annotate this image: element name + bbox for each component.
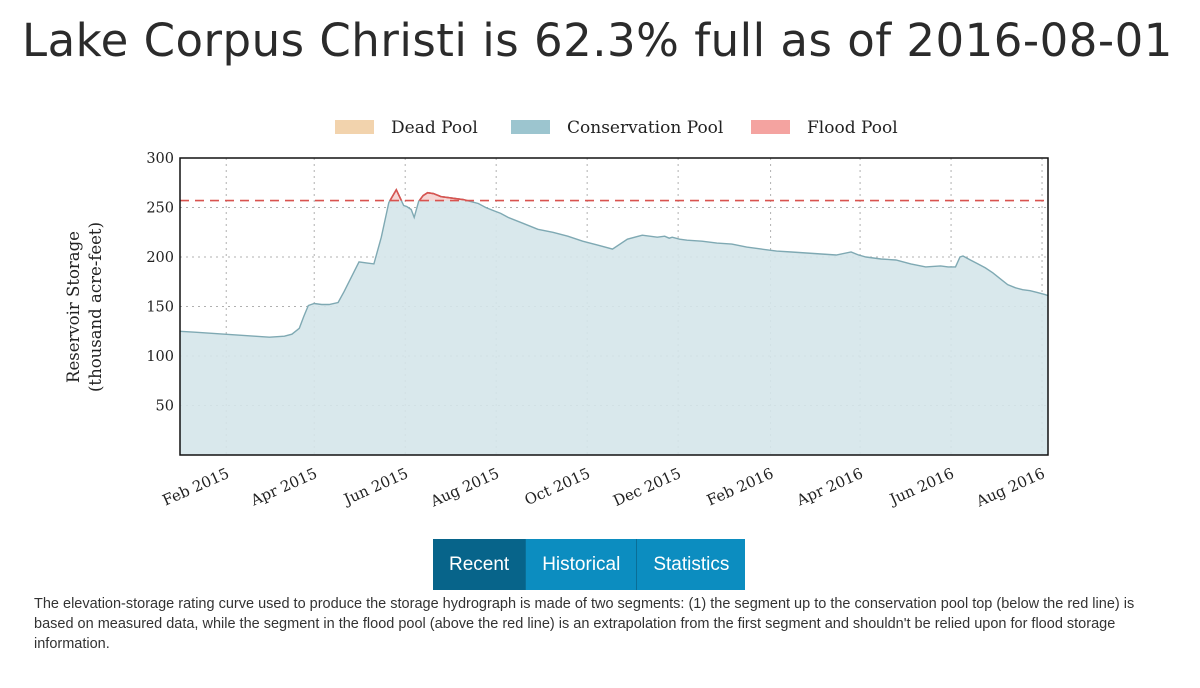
plot-area bbox=[179, 157, 1049, 456]
x-tick-label: Feb 2016 bbox=[704, 464, 776, 509]
y-axis-title: Reservoir Storage bbox=[64, 231, 83, 383]
legend-swatch-flood-pool bbox=[751, 120, 790, 134]
view-tabs: Recent Historical Statistics bbox=[433, 539, 746, 590]
tab-historical[interactable]: Historical bbox=[526, 539, 638, 590]
x-tick-label: Feb 2015 bbox=[160, 464, 232, 509]
legend-label-flood-pool: Flood Pool bbox=[807, 118, 898, 138]
x-tick-label: Jun 2016 bbox=[885, 464, 957, 509]
y-tick-label: 300 bbox=[146, 151, 174, 167]
y-tick-label: 150 bbox=[146, 300, 174, 316]
y-axis-ticks: 50 100 150 200 250 300 bbox=[146, 151, 174, 415]
y-tick-label: 200 bbox=[146, 250, 174, 266]
y-axis-subtitle: (thousand acre-feet) bbox=[86, 222, 105, 392]
conservation-pool-area bbox=[180, 189, 1048, 455]
y-tick-label: 250 bbox=[146, 201, 174, 217]
x-tick-label: Aug 2015 bbox=[427, 464, 502, 511]
rating-curve-note: The elevation-storage rating curve used … bbox=[34, 596, 1135, 652]
x-tick-label: Oct 2015 bbox=[522, 464, 593, 509]
x-tick-label: Jun 2015 bbox=[339, 464, 411, 509]
storage-chart: Dead Pool Conservation Pool Flood Pool Res… bbox=[0, 100, 1200, 530]
page-title: Lake Corpus Christi is 62.3% full as of … bbox=[22, 14, 1173, 67]
legend-label-dead-pool: Dead Pool bbox=[391, 118, 478, 138]
plot-frame bbox=[179, 157, 1049, 456]
x-tick-label: Dec 2015 bbox=[610, 464, 683, 510]
storage-line bbox=[180, 188, 1048, 338]
x-axis-ticks: Feb 2015 Apr 2015 Jun 2015 Aug 2015 Oct 2015… bbox=[160, 464, 1048, 511]
chart-legend: Dead Pool Conservation Pool Flood Pool bbox=[335, 118, 898, 138]
y-axis-label: Reservoir Storage (thousand acre-feet) bbox=[64, 222, 105, 392]
y-tick-label: 100 bbox=[146, 349, 174, 365]
x-tick-label: Apr 2015 bbox=[247, 464, 320, 510]
x-tick-label: Aug 2016 bbox=[973, 464, 1048, 511]
tab-recent[interactable]: Recent bbox=[433, 539, 527, 590]
chart-svg: Dead Pool Conservation Pool Flood Pool Res… bbox=[64, 118, 1049, 511]
y-tick-label: 50 bbox=[156, 399, 174, 415]
legend-swatch-dead-pool bbox=[335, 120, 374, 134]
tab-statistics[interactable]: Statistics bbox=[637, 539, 746, 590]
legend-swatch-conservation-pool bbox=[511, 120, 550, 134]
legend-label-conservation-pool: Conservation Pool bbox=[567, 118, 723, 138]
x-tick-label: Apr 2016 bbox=[793, 464, 866, 510]
